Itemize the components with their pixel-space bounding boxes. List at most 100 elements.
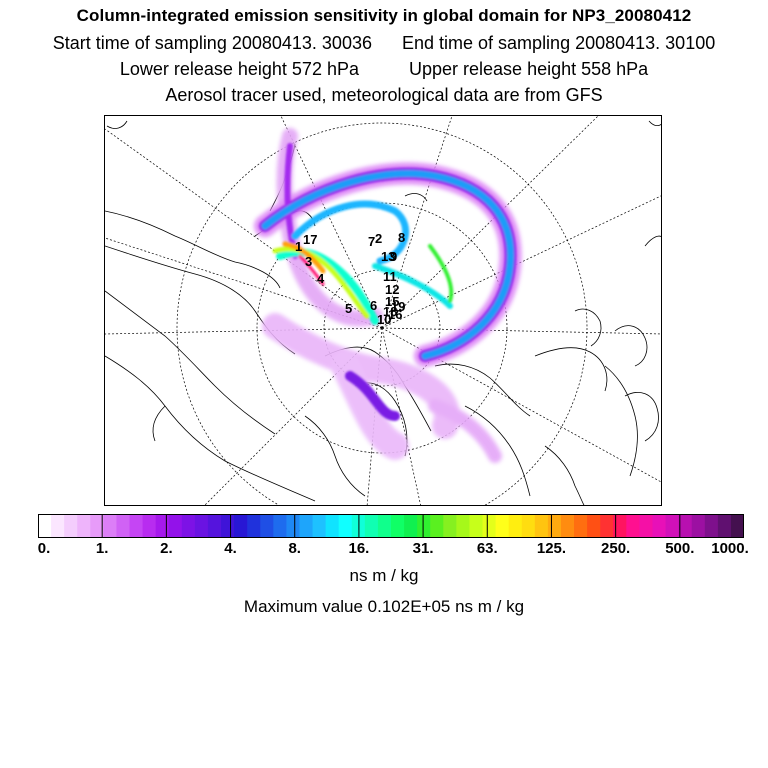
marker-label: 15 [385, 294, 399, 309]
colorbar-swatch [678, 514, 693, 538]
colorbar-swatch [64, 514, 78, 538]
end-time-label: End time of sampling 20080413. 30100 [402, 33, 716, 53]
maximum-value-label: Maximum value 0.102E+05 ns m / kg [243, 597, 525, 616]
colorbar-swatch [194, 514, 209, 538]
colorbar-swatch [273, 514, 287, 538]
colorbar-swatch [534, 514, 549, 538]
graticule [105, 116, 661, 505]
colorbar-swatch [639, 514, 654, 538]
colorbar-swatch [613, 514, 627, 538]
colorbar-swatch [168, 514, 183, 538]
colorbar [38, 514, 744, 538]
colorbar-swatch [404, 514, 418, 538]
colorbar-swatch [691, 514, 706, 538]
colorbar-swatch [338, 514, 353, 538]
coastlines [105, 120, 661, 505]
colorbar-swatch [587, 514, 601, 538]
colorbar-swatch [377, 514, 392, 538]
sampling-time-line: Start time of sampling 20080413. 30036 E… [0, 33, 768, 54]
colorbar-tick-label: 1000. [711, 540, 749, 557]
colorbar-swatch [77, 514, 91, 538]
colorbar-tick-label: 0. [37, 540, 51, 557]
marker-label: 6 [370, 298, 377, 313]
plot-title: Column-integrated emission sensitivity i… [76, 6, 692, 25]
colorbar-swatch [103, 514, 118, 538]
colorbar-swatch [626, 514, 640, 538]
colorbar-tick-label: 8. [288, 540, 301, 557]
colorbar-border [38, 514, 744, 538]
marker-label: 19 [391, 299, 405, 314]
colorbar-swatch [38, 514, 52, 538]
colorbar-swatch [521, 514, 536, 538]
colorbar-swatch [508, 514, 523, 538]
colorbar-swatch [574, 514, 588, 538]
sensitivity-field [254, 128, 522, 463]
colorbar-swatch [247, 514, 261, 538]
colorbar-swatch [495, 514, 510, 538]
marker-label: 18 [383, 304, 397, 319]
marker-label: 10 [377, 312, 391, 327]
colorbar-tick-label: 31. [412, 540, 434, 557]
map-panel: 1 2 3 4 5 6 7 8 9 10 11 12 13 15 16 17 1… [104, 115, 662, 506]
lower-height-label: Lower release height 572 hPa [119, 59, 359, 79]
marker-label: 16 [388, 307, 402, 322]
colorbar-swatch [260, 514, 274, 538]
polar-map: 1 2 3 4 5 6 7 8 9 10 11 12 13 15 16 17 1… [105, 116, 661, 505]
colorbar-swatch [129, 514, 144, 538]
colorbar-tick-label: 63. [476, 540, 498, 557]
colorbar-swatch [325, 514, 340, 538]
marker-label: 12 [385, 282, 399, 297]
colorbar-swatch [221, 514, 235, 538]
colorbar-swatch [456, 514, 471, 538]
marker-label: 7 [368, 234, 375, 249]
marker-label: 1 [295, 239, 302, 254]
colorbar-swatch [299, 514, 314, 538]
release-height-line: Lower release height 572 hPa Upper relea… [0, 59, 768, 80]
start-time-label: Start time of sampling 20080413. 30036 [52, 33, 372, 53]
colorbar-swatch [430, 514, 444, 538]
colorbar-swatch [652, 514, 667, 538]
marker-label: 4 [317, 271, 325, 286]
colorbar-tick-label: 2. [160, 540, 173, 557]
marker-label: 11 [383, 269, 397, 284]
colorbar-tick-label: 500. [665, 540, 695, 557]
colorbar-swatch [600, 514, 614, 538]
colorbar-swatch [142, 514, 157, 538]
colorbar-tick-label: 4. [224, 540, 237, 557]
marker-label: 8 [398, 230, 405, 245]
colorbar-swatch [286, 514, 301, 538]
colorbar-swatch [181, 514, 196, 538]
colorbar-tick-label: 125. [536, 540, 567, 557]
colorbar-swatch [90, 514, 104, 538]
marker-label: 9 [390, 249, 397, 264]
colorbar-tick-label: 1. [95, 540, 109, 557]
marker-label: 13 [381, 249, 395, 264]
marker-label: 2 [375, 231, 382, 246]
colorbar-swatch [51, 514, 65, 538]
colorbar-swatch [482, 514, 497, 538]
colorbar-swatch [116, 514, 131, 538]
colorbar-swatch [717, 514, 732, 538]
colorbar-swatch [417, 514, 431, 538]
colorbar-swatch [665, 514, 680, 538]
colorbar-swatch [547, 514, 562, 538]
colorbar-swatch [207, 514, 222, 538]
colorbar-tick-label: 250. [601, 540, 631, 557]
colorbar-swatch [469, 514, 484, 538]
colorbar-swatch [730, 514, 744, 538]
colorbar-swatch [155, 514, 170, 538]
colorbar-unit: ns m / kg [349, 566, 419, 585]
trajectory-markers: 1 2 3 4 5 6 7 8 9 10 11 12 13 15 16 17 1… [295, 230, 405, 327]
marker-label: 3 [305, 254, 312, 269]
colorbar-swatch [443, 514, 457, 538]
colorbar-swatch [391, 514, 405, 538]
colorbar-swatch [704, 514, 719, 538]
tracer-info-line: Aerosol tracer used, meteorological data… [165, 85, 603, 105]
colorbar-swatch [312, 514, 327, 538]
marker-label: 5 [345, 301, 352, 316]
colorbar-swatch [364, 514, 379, 538]
colorbar-swatch [234, 514, 248, 538]
colorbar-tick-label: 16. [348, 540, 370, 557]
colorbar-swatch [560, 514, 575, 538]
upper-height-label: Upper release height 558 hPa [409, 59, 649, 79]
